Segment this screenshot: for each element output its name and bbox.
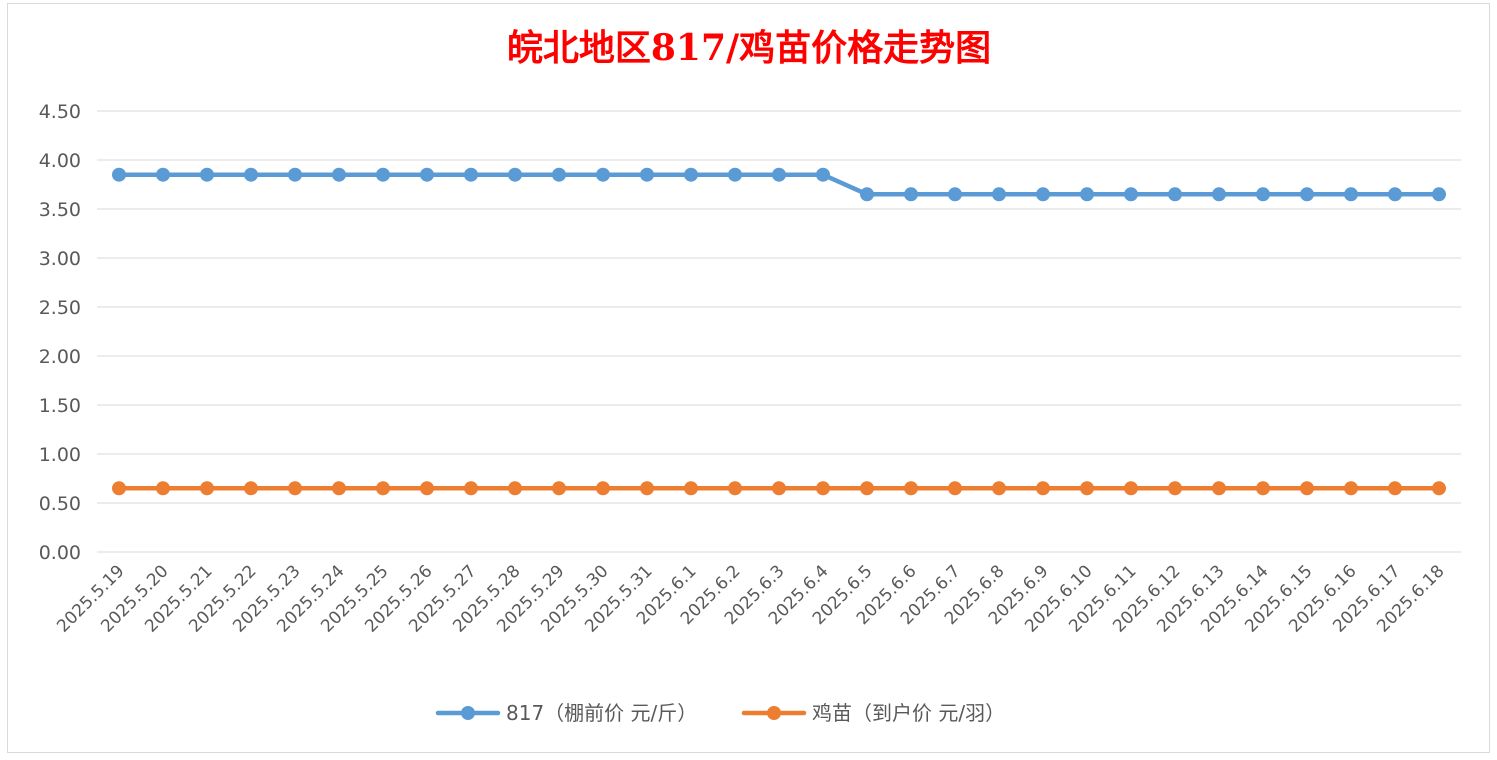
legend-item-1[interactable]: 817（棚前价 元/斤）	[435, 701, 697, 725]
x-axis-ticks: 2025.5.192025.5.202025.5.212025.5.222025…	[53, 561, 1448, 636]
y-tick-label: 3.00	[39, 248, 81, 270]
data-point[interactable]	[1300, 187, 1314, 202]
y-tick-label: 1.00	[39, 444, 81, 466]
data-point[interactable]	[992, 481, 1006, 496]
data-point[interactable]	[684, 481, 698, 496]
data-point[interactable]	[1124, 481, 1138, 496]
data-point[interactable]	[1300, 481, 1314, 496]
data-point[interactable]	[332, 481, 346, 496]
data-point[interactable]	[1036, 481, 1050, 496]
data-point[interactable]	[244, 481, 258, 496]
data-point[interactable]	[420, 167, 434, 182]
data-point[interactable]	[552, 167, 566, 182]
y-tick-label: 4.50	[39, 101, 81, 123]
data-point[interactable]	[1036, 187, 1050, 202]
data-point[interactable]	[860, 187, 874, 202]
data-point[interactable]	[1256, 481, 1270, 496]
y-tick-label: 3.50	[39, 199, 81, 221]
data-point[interactable]	[376, 481, 390, 496]
data-point[interactable]	[1256, 187, 1270, 202]
data-point[interactable]	[992, 187, 1006, 202]
data-point[interactable]	[640, 167, 654, 182]
series-group	[112, 167, 1446, 496]
data-point[interactable]	[332, 167, 346, 182]
legend-swatch-marker	[767, 706, 781, 720]
data-point[interactable]	[904, 187, 918, 202]
data-point[interactable]	[200, 481, 214, 496]
y-tick-label: 2.50	[39, 297, 81, 319]
data-point[interactable]	[508, 167, 522, 182]
legend-label: 817（棚前价 元/斤）	[506, 701, 697, 725]
data-point[interactable]	[1212, 481, 1226, 496]
data-point[interactable]	[772, 167, 786, 182]
data-point[interactable]	[420, 481, 434, 496]
chart-area[interactable]	[7, 3, 1490, 753]
y-tick-label: 0.00	[39, 542, 81, 564]
legend-label: 鸡苗（到户价 元/羽）	[812, 701, 1005, 725]
data-point[interactable]	[1344, 187, 1358, 202]
data-point[interactable]	[728, 481, 742, 496]
data-point[interactable]	[288, 167, 302, 182]
data-point[interactable]	[1080, 187, 1094, 202]
data-point[interactable]	[596, 167, 610, 182]
data-point[interactable]	[200, 167, 214, 182]
data-point[interactable]	[1432, 481, 1446, 496]
data-point[interactable]	[596, 481, 610, 496]
y-tick-label: 0.50	[39, 493, 81, 515]
chart-title: 皖北地区817/鸡苗价格走势图	[507, 27, 991, 69]
data-point[interactable]	[156, 167, 170, 182]
data-point[interactable]	[1080, 481, 1094, 496]
data-point[interactable]	[376, 167, 390, 182]
y-tick-label: 1.50	[39, 395, 81, 417]
series-1	[112, 167, 1446, 202]
data-point[interactable]	[1124, 187, 1138, 202]
data-point[interactable]	[948, 187, 962, 202]
data-point[interactable]	[948, 481, 962, 496]
data-point[interactable]	[816, 167, 830, 182]
data-point[interactable]	[728, 167, 742, 182]
data-point[interactable]	[684, 167, 698, 182]
data-point[interactable]	[1344, 481, 1358, 496]
data-point[interactable]	[156, 481, 170, 496]
data-point[interactable]	[508, 481, 522, 496]
data-point[interactable]	[1432, 187, 1446, 202]
data-point[interactable]	[904, 481, 918, 496]
y-tick-label: 2.00	[39, 346, 81, 368]
data-point[interactable]	[1168, 187, 1182, 202]
series-2	[112, 481, 1446, 496]
legend-swatch-marker	[461, 706, 475, 720]
data-point[interactable]	[244, 167, 258, 182]
data-point[interactable]	[1212, 187, 1226, 202]
data-point[interactable]	[640, 481, 654, 496]
data-point[interactable]	[288, 481, 302, 496]
data-point[interactable]	[1388, 187, 1402, 202]
data-point[interactable]	[464, 481, 478, 496]
data-point[interactable]	[860, 481, 874, 496]
data-point[interactable]	[772, 481, 786, 496]
data-point[interactable]	[816, 481, 830, 496]
y-axis-ticks: 0.00 0.50 1.00 1.50 2.00 2.50 3.00 3.50 4.00 4.50	[39, 101, 81, 564]
y-tick-label: 4.00	[39, 150, 81, 172]
data-point[interactable]	[112, 167, 126, 182]
data-point[interactable]	[1388, 481, 1402, 496]
legend-item-2[interactable]: 鸡苗（到户价 元/羽）	[741, 701, 1005, 725]
data-point[interactable]	[552, 481, 566, 496]
data-point[interactable]	[1168, 481, 1182, 496]
legend: 817（棚前价 元/斤） 鸡苗（到户价 元/羽）	[435, 701, 1005, 725]
data-point[interactable]	[112, 481, 126, 496]
data-point[interactable]	[464, 167, 478, 182]
gridlines	[97, 110, 1461, 553]
